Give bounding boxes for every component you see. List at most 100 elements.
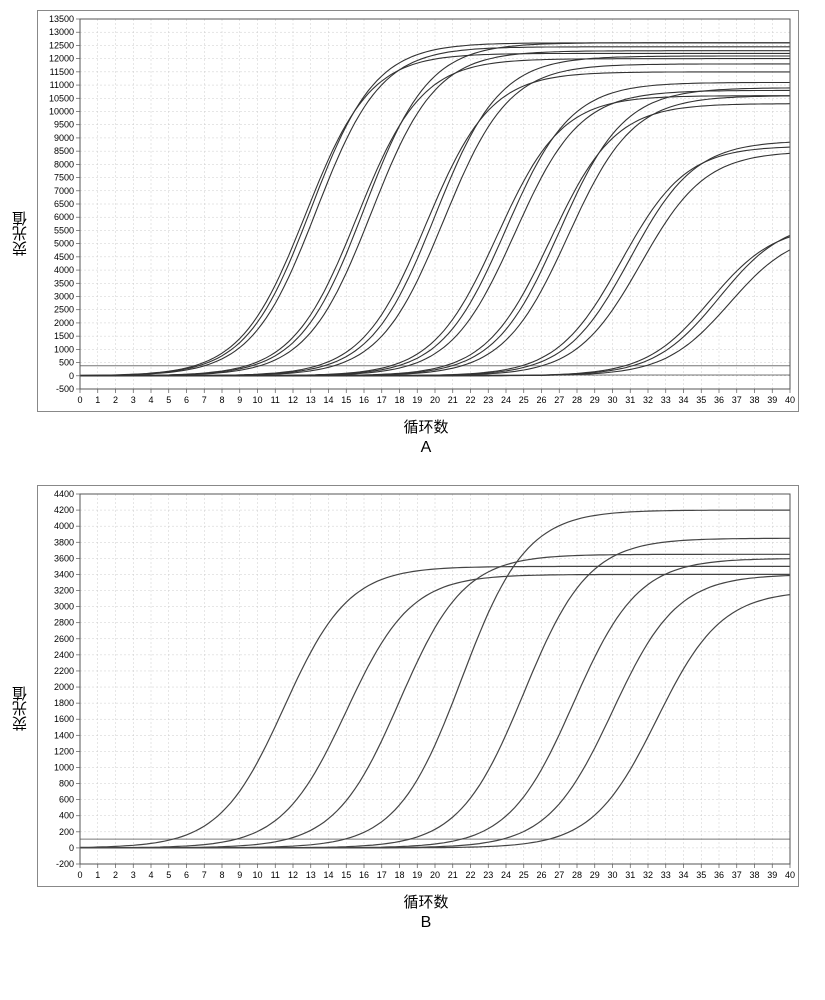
svg-text:17: 17: [377, 870, 387, 880]
svg-text:-500: -500: [56, 384, 74, 394]
svg-text:10: 10: [252, 870, 262, 880]
svg-text:8: 8: [219, 395, 224, 405]
ylabel-a: 荧光值: [10, 211, 31, 256]
svg-text:20: 20: [430, 395, 440, 405]
svg-text:0: 0: [77, 395, 82, 405]
svg-text:17: 17: [377, 395, 387, 405]
svg-text:29: 29: [590, 395, 600, 405]
svg-text:12500: 12500: [49, 40, 74, 50]
svg-text:30: 30: [607, 870, 617, 880]
svg-text:600: 600: [59, 795, 74, 805]
svg-text:32: 32: [643, 395, 653, 405]
svg-text:5: 5: [166, 870, 171, 880]
svg-text:7000: 7000: [54, 186, 74, 196]
svg-text:2000: 2000: [54, 318, 74, 328]
svg-text:0: 0: [69, 371, 74, 381]
chart-panel-a: 荧光值 012345678910111213141516171819202122…: [10, 10, 815, 457]
svg-text:1500: 1500: [54, 331, 74, 341]
svg-text:1600: 1600: [54, 714, 74, 724]
svg-text:0: 0: [77, 870, 82, 880]
svg-text:4000: 4000: [54, 521, 74, 531]
svg-text:7: 7: [202, 870, 207, 880]
svg-text:9: 9: [237, 870, 242, 880]
svg-text:33: 33: [661, 870, 671, 880]
svg-text:3: 3: [131, 395, 136, 405]
svg-text:4: 4: [148, 870, 153, 880]
svg-text:34: 34: [678, 395, 688, 405]
svg-text:15: 15: [341, 870, 351, 880]
svg-text:3600: 3600: [54, 553, 74, 563]
plot-area-b: 0123456789101112131415161718192021222324…: [37, 485, 815, 887]
svg-text:9500: 9500: [54, 120, 74, 130]
svg-text:9000: 9000: [54, 133, 74, 143]
svg-text:25: 25: [519, 395, 529, 405]
svg-text:32: 32: [643, 870, 653, 880]
plot-area-a: 0123456789101112131415161718192021222324…: [37, 10, 815, 412]
svg-text:35: 35: [696, 395, 706, 405]
svg-text:2000: 2000: [54, 682, 74, 692]
svg-text:23: 23: [483, 870, 493, 880]
svg-text:4200: 4200: [54, 505, 74, 515]
svg-text:33: 33: [661, 395, 671, 405]
svg-text:6000: 6000: [54, 212, 74, 222]
svg-text:16: 16: [359, 870, 369, 880]
svg-text:28: 28: [572, 395, 582, 405]
svg-text:31: 31: [625, 395, 635, 405]
svg-text:38: 38: [749, 870, 759, 880]
svg-text:12: 12: [288, 870, 298, 880]
svg-text:21: 21: [448, 395, 458, 405]
svg-text:37: 37: [732, 395, 742, 405]
svg-text:6: 6: [184, 395, 189, 405]
svg-text:8000: 8000: [54, 159, 74, 169]
svg-text:7: 7: [202, 395, 207, 405]
svg-text:12000: 12000: [49, 54, 74, 64]
svg-text:29: 29: [590, 870, 600, 880]
svg-text:1200: 1200: [54, 746, 74, 756]
svg-text:24: 24: [501, 870, 511, 880]
svg-text:22: 22: [465, 395, 475, 405]
svg-text:8: 8: [219, 870, 224, 880]
svg-text:4400: 4400: [54, 489, 74, 499]
svg-text:6500: 6500: [54, 199, 74, 209]
panel-letter-b: B: [37, 914, 815, 932]
xlabel-a: 循环数: [37, 416, 815, 437]
svg-text:3000: 3000: [54, 602, 74, 612]
svg-text:21: 21: [448, 870, 458, 880]
svg-text:-200: -200: [56, 859, 74, 869]
svg-text:13: 13: [306, 870, 316, 880]
svg-text:30: 30: [607, 395, 617, 405]
svg-text:16: 16: [359, 395, 369, 405]
svg-text:36: 36: [714, 870, 724, 880]
svg-text:18: 18: [394, 870, 404, 880]
svg-text:14: 14: [323, 395, 333, 405]
svg-text:25: 25: [519, 870, 529, 880]
svg-text:2200: 2200: [54, 666, 74, 676]
svg-text:1000: 1000: [54, 762, 74, 772]
svg-text:10: 10: [252, 395, 262, 405]
ylabel-b: 荧光值: [10, 686, 31, 731]
svg-text:2: 2: [113, 870, 118, 880]
svg-text:3000: 3000: [54, 292, 74, 302]
svg-text:11500: 11500: [50, 67, 74, 77]
svg-text:31: 31: [625, 870, 635, 880]
svg-text:6: 6: [184, 870, 189, 880]
svg-text:3: 3: [131, 870, 136, 880]
svg-text:22: 22: [465, 870, 475, 880]
svg-text:19: 19: [412, 870, 422, 880]
svg-text:9: 9: [237, 395, 242, 405]
svg-text:1: 1: [95, 395, 100, 405]
svg-text:27: 27: [554, 870, 564, 880]
svg-text:2600: 2600: [54, 634, 74, 644]
xlabel-b: 循环数: [37, 891, 815, 912]
svg-text:0: 0: [69, 843, 74, 853]
svg-text:2500: 2500: [54, 305, 74, 315]
svg-text:13: 13: [306, 395, 316, 405]
svg-text:34: 34: [678, 870, 688, 880]
svg-text:35: 35: [696, 870, 706, 880]
svg-text:24: 24: [501, 395, 511, 405]
svg-text:13000: 13000: [49, 27, 74, 37]
svg-text:11: 11: [271, 395, 280, 405]
svg-text:1000: 1000: [54, 344, 74, 354]
svg-text:10000: 10000: [49, 107, 74, 117]
svg-text:1: 1: [95, 870, 100, 880]
